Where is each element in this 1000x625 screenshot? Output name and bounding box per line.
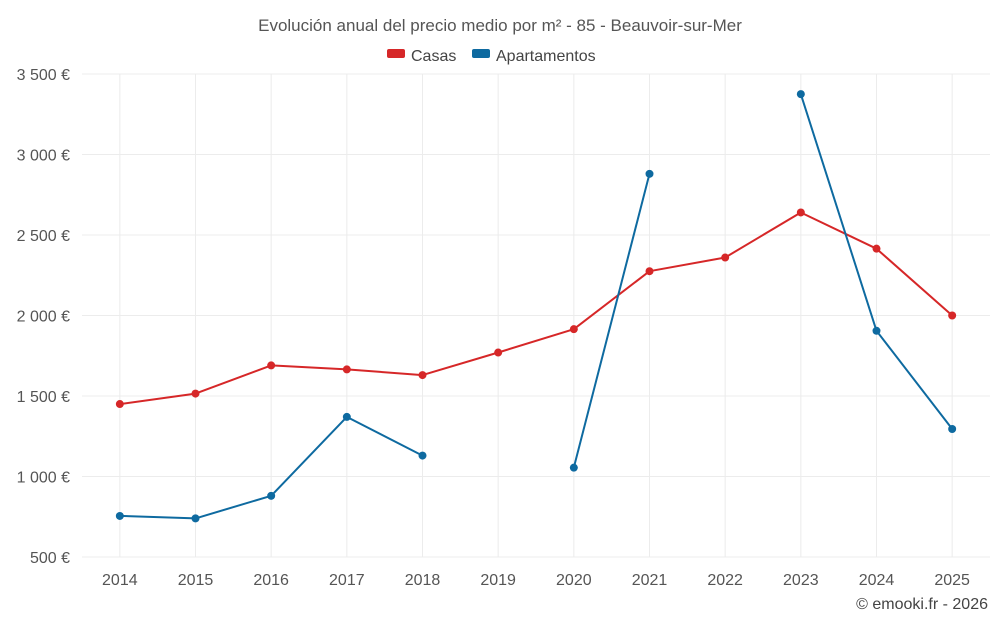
x-tick-label: 2020 xyxy=(556,572,592,589)
series-line-casas xyxy=(118,211,954,406)
x-tick-label: 2022 xyxy=(707,572,743,589)
x-tick-label: 2021 xyxy=(632,572,668,589)
x-tick-label: 2018 xyxy=(405,572,441,589)
data-point-apartamentos[interactable] xyxy=(115,511,124,520)
x-tick-label: 2019 xyxy=(480,572,516,589)
grid xyxy=(82,73,990,558)
x-tick-label: 2023 xyxy=(783,572,819,589)
x-tick-label: 2024 xyxy=(859,572,895,589)
legend-swatch-casas[interactable] xyxy=(387,49,405,58)
y-tick-label: 3 000 € xyxy=(17,148,70,165)
y-tick-label: 2 500 € xyxy=(17,228,70,245)
y-tick-label: 1 500 € xyxy=(17,389,70,406)
data-point-apartamentos[interactable] xyxy=(645,169,654,178)
y-tick-label: 1 000 € xyxy=(17,470,70,487)
data-point-apartamentos[interactable] xyxy=(948,425,957,434)
data-point-casas[interactable] xyxy=(645,267,654,276)
data-point-casas[interactable] xyxy=(191,389,200,398)
data-point-casas[interactable] xyxy=(342,365,351,374)
data-point-casas[interactable] xyxy=(948,311,957,320)
legend-label-casas[interactable]: Casas xyxy=(411,48,456,65)
chart-title: Evolución anual del precio medio por m² … xyxy=(258,16,742,35)
data-point-apartamentos[interactable] xyxy=(418,451,427,460)
x-tick-label: 2025 xyxy=(934,572,970,589)
data-point-casas[interactable] xyxy=(569,325,578,334)
data-point-apartamentos[interactable] xyxy=(872,326,881,335)
data-point-casas[interactable] xyxy=(267,361,276,370)
data-point-apartamentos[interactable] xyxy=(796,90,805,99)
credit-text: © emooki.fr - 2026 xyxy=(856,596,988,613)
y-tick-label: 3 500 € xyxy=(17,67,70,84)
legend-label-apartamentos[interactable]: Apartamentos xyxy=(496,48,596,65)
data-point-apartamentos[interactable] xyxy=(191,514,200,523)
legend[interactable]: Casas Apartamentos xyxy=(387,48,596,65)
x-axis: 2014 2015 2016 2017 2018 2019 2020 2021 2022 2023… xyxy=(102,572,970,589)
x-tick-label: 2015 xyxy=(178,572,214,589)
series-line-apartamentos xyxy=(572,172,651,469)
x-tick-label: 2016 xyxy=(253,572,289,589)
x-tick-label: 2017 xyxy=(329,572,365,589)
y-tick-label: 500 € xyxy=(30,550,70,567)
y-tick-label: 2 000 € xyxy=(17,309,70,326)
data-point-apartamentos[interactable] xyxy=(342,412,351,421)
data-point-apartamentos[interactable] xyxy=(267,491,276,500)
data-point-casas[interactable] xyxy=(721,253,730,262)
data-point-casas[interactable] xyxy=(494,348,503,357)
data-point-casas[interactable] xyxy=(872,244,881,253)
x-tick-label: 2014 xyxy=(102,572,138,589)
data-point-casas[interactable] xyxy=(418,371,427,380)
series xyxy=(115,90,957,523)
y-axis: 500 € 1 000 € 1 500 € 2 000 € 2 500 € 3 000 €… xyxy=(17,67,70,567)
data-point-casas[interactable] xyxy=(796,208,805,217)
legend-swatch-apartamentos[interactable] xyxy=(472,49,490,58)
data-point-casas[interactable] xyxy=(115,400,124,409)
data-point-apartamentos[interactable] xyxy=(569,463,578,472)
